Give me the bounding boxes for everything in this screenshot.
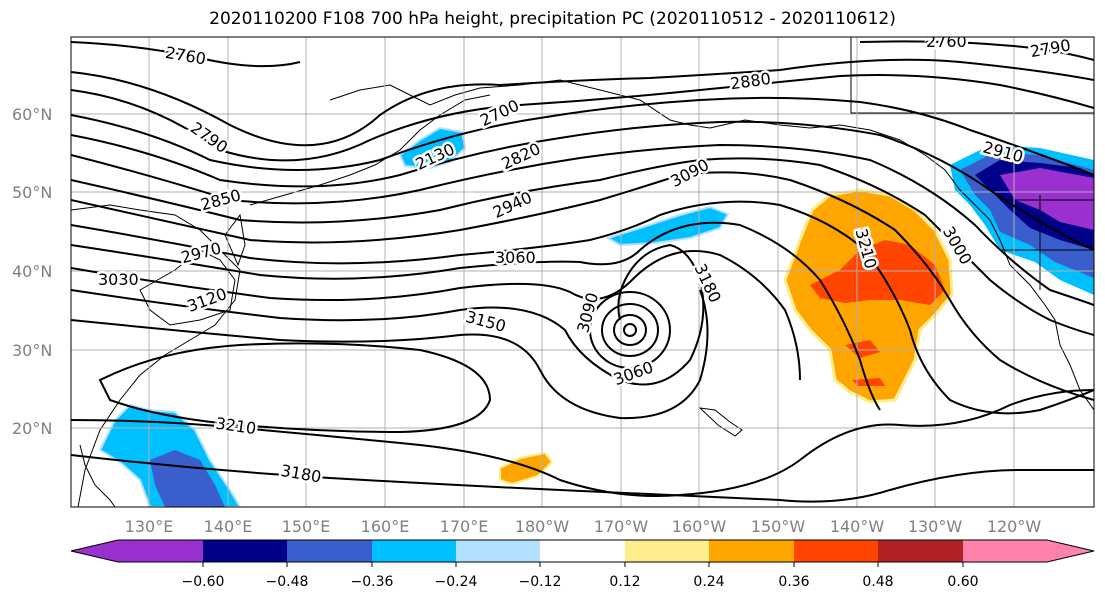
colorbar-tick-label: −0.36: [351, 574, 394, 590]
lat-label: 20°N: [12, 419, 52, 438]
lon-label: 180°W: [515, 517, 570, 536]
lat-label: 60°N: [12, 105, 52, 124]
colorbar-segment: [372, 540, 456, 562]
lon-label: 160°E: [361, 517, 410, 536]
colorbar-segment: [203, 540, 287, 562]
lon-label: 140°W: [830, 517, 885, 536]
colorbar-segment: [456, 540, 540, 562]
lat-label: 50°N: [12, 183, 52, 202]
colorbar-tick-label: 0.24: [693, 574, 724, 590]
colorbar-segment: [540, 540, 625, 562]
colorbar-tick-label: −0.48: [266, 574, 309, 590]
lon-label: 130°E: [125, 517, 174, 536]
colorbar-segment: [287, 540, 372, 562]
longitude-labels: 130°E 140°E 150°E 160°E 170°E 180°W 170°…: [125, 517, 1042, 536]
colorbar: [70, 539, 1095, 567]
lat-label: 40°N: [12, 262, 52, 281]
lon-label: 170°E: [440, 517, 489, 536]
colorbar-outline: [70, 539, 1095, 563]
colorbar-tick-label: 0.60: [947, 574, 978, 590]
lon-label: 170°W: [594, 517, 649, 536]
lat-label: 30°N: [12, 341, 52, 360]
colorbar-tick-label: −0.12: [519, 574, 562, 590]
colorbar-segment: [878, 540, 963, 562]
colorbar-tick-label: 0.36: [778, 574, 809, 590]
lon-label: 150°E: [282, 517, 331, 536]
lon-label: 150°W: [751, 517, 806, 536]
colorbar-tick-label: 0.12: [609, 574, 640, 590]
colorbar-segment: [709, 540, 794, 562]
lon-label: 140°E: [204, 517, 253, 536]
colorbar-extend-right: [963, 540, 1094, 562]
colorbar-segment: [625, 540, 709, 562]
colorbar-tick-label: 0.48: [862, 574, 893, 590]
contour-label: 3030: [98, 270, 139, 289]
latitude-labels: 60°N 50°N 40°N 30°N 20°N: [12, 105, 52, 438]
contour-label: 2760: [926, 32, 967, 51]
contour-label: 3060: [495, 248, 536, 267]
lon-label: 120°W: [987, 517, 1042, 536]
map-title: 2020110200 F108 700 hPa height, precipit…: [209, 9, 896, 29]
colorbar-extend-left: [71, 540, 203, 562]
colorbar-tick-label: −0.24: [435, 574, 478, 590]
colorbar-segment: [794, 540, 878, 562]
colorbar-tick-labels: −0.60 −0.48 −0.36 −0.24 −0.12 0.12 0.24 …: [182, 574, 979, 590]
lon-label: 160°W: [672, 517, 727, 536]
height-contours: [71, 40, 1094, 503]
map-frame: [70, 36, 1095, 508]
lon-label: 130°W: [908, 517, 963, 536]
colorbar-tick-label: −0.60: [182, 574, 225, 590]
